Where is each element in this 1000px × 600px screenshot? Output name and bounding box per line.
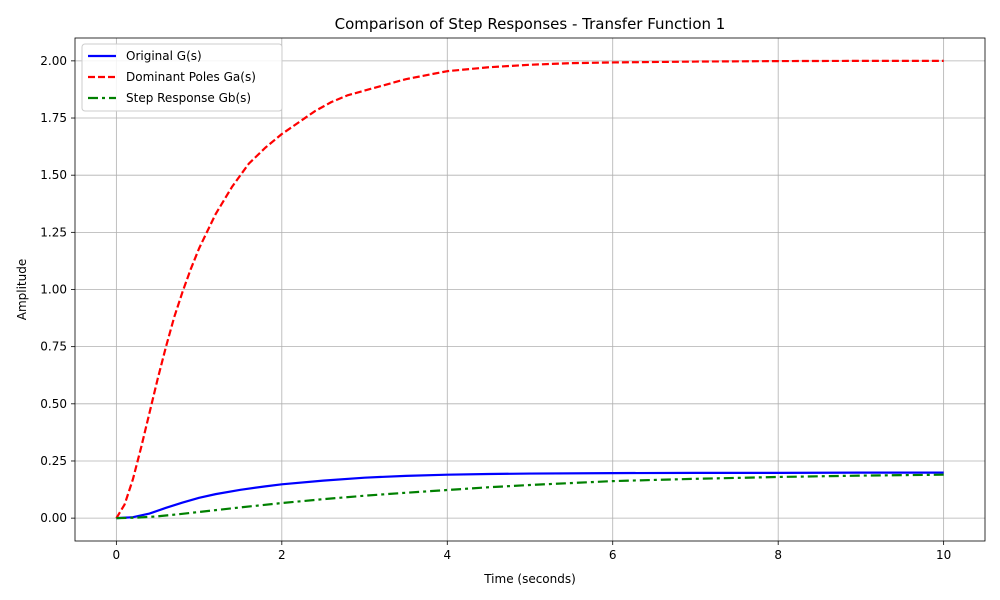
series-lines <box>115 59 944 520</box>
y-tick-label: 1.25 <box>40 225 67 239</box>
x-tick-label: 0 <box>113 548 121 562</box>
x-tick-label: 10 <box>936 548 951 562</box>
x-tick-label: 2 <box>278 548 286 562</box>
y-tick-label: 0.50 <box>40 397 67 411</box>
y-tick-label: 0.25 <box>40 454 67 468</box>
x-tick-label: 8 <box>774 548 782 562</box>
series-line-original-g-s <box>116 471 944 520</box>
y-tick-label: 0.75 <box>40 340 67 354</box>
axis-ticks: 0 2 4 6 8 10 0.00 0.25 0.50 0.75 1.00 1.25 1.50 1.75 2… <box>40 54 951 562</box>
y-tick-label: 1.00 <box>40 283 67 297</box>
x-axis-label: Time (seconds) <box>483 572 576 586</box>
chart-title: Comparison of Step Responses - Transfer … <box>335 15 726 33</box>
series-line-dominant-poles-ga-s <box>115 59 944 519</box>
legend-label: Step Response Gb(s) <box>126 91 251 105</box>
legend-label: Original G(s) <box>126 49 202 63</box>
legend-box <box>81 43 283 112</box>
y-tick-label: 0.00 <box>40 511 67 525</box>
y-tick-label: 1.50 <box>40 168 67 182</box>
legend-label: Dominant Poles Ga(s) <box>126 70 256 84</box>
grid <box>75 38 985 541</box>
x-tick-label: 6 <box>609 548 617 562</box>
x-tick-label: 4 <box>443 548 451 562</box>
y-tick-label: 2.00 <box>40 54 67 68</box>
y-axis-label: Amplitude <box>15 259 29 321</box>
series-line-step-response-gb-s <box>116 473 944 520</box>
y-tick-label: 1.75 <box>40 111 67 125</box>
legend: Original G(s) Dominant Poles Ga(s) Step Re… <box>81 43 283 112</box>
